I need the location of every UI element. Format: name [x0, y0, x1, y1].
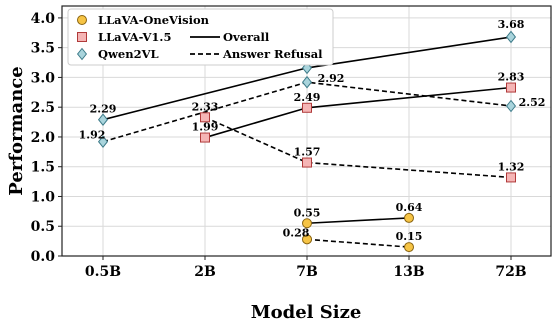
data-label: 2.92 [318, 72, 345, 85]
data-label: 0.28 [283, 226, 310, 239]
point-llava-onevision [302, 234, 312, 245]
point-llava-onevision [404, 212, 414, 223]
data-label: 0.15 [396, 230, 423, 243]
legend-label: Qwen2VL [98, 47, 159, 61]
y-axis-label: Performance [6, 66, 27, 195]
data-label: 2.29 [90, 103, 117, 116]
data-label: 1.32 [498, 160, 525, 173]
legend-marker-llava-onevision [77, 15, 87, 25]
y-tick-label: 4.0 [31, 11, 56, 27]
x-tick-label: 7B [296, 264, 318, 280]
axis-ticks: 0.0 0.5 1.0 1.5 2.0 2.5 3.0 3.5 4.0 0.5B 2B 7B 13B 72… [31, 11, 527, 280]
y-tick-label: 0.0 [31, 249, 56, 265]
legend-label: Overall [223, 30, 270, 44]
x-tick-label: 72B [495, 264, 526, 280]
point-llava-v1.5 [200, 112, 210, 123]
data-label: 2.49 [294, 91, 321, 104]
point-qwen2vl [301, 75, 313, 89]
point-llava-onevision [302, 218, 312, 229]
legend-marker-qwen2vl [76, 47, 88, 61]
series-markers [97, 30, 517, 253]
y-tick-label: 2.0 [31, 130, 56, 146]
legend-marker-llava-v1.5 [77, 32, 87, 42]
y-tick-label: 1.5 [31, 160, 55, 176]
data-label: 1.57 [294, 146, 321, 159]
point-llava-v1.5 [302, 102, 312, 113]
x-tick-label: 0.5B [85, 264, 121, 280]
overall-line-llava-onevision [306, 217, 410, 225]
legend-label: LLaVA-V1.5 [98, 30, 171, 44]
data-label: 1.99 [192, 121, 219, 134]
point-llava-onevision [404, 242, 414, 253]
legend-label: Answer Refusal [222, 47, 323, 61]
y-tick-label: 1.0 [31, 189, 56, 205]
y-tick-label: 3.0 [31, 70, 56, 86]
point-qwen2vl [97, 113, 109, 126]
refusal-line-llava-onevision [306, 238, 410, 248]
point-llava-v1.5 [506, 82, 516, 93]
data-label: 2.83 [498, 71, 525, 84]
point-qwen2vl [505, 99, 517, 113]
data-label: 0.55 [294, 206, 321, 219]
data-label: 2.33 [192, 100, 219, 113]
overall-line-llava-v1.5 [204, 86, 512, 139]
point-llava-v1.5 [302, 157, 312, 168]
point-qwen2vl [505, 30, 517, 44]
data-label: 0.64 [396, 201, 423, 214]
refusal-line-llava-v1.5 [204, 116, 512, 179]
x-tick-label: 2B [194, 264, 216, 280]
x-tick-label: 13B [393, 264, 424, 280]
legend-label: LLaVA-OneVision [98, 13, 210, 27]
data-label: 2.52 [519, 96, 546, 109]
point-llava-v1.5 [200, 132, 210, 143]
y-tick-label: 2.5 [31, 100, 55, 116]
point-qwen2vl [301, 61, 313, 75]
x-axis-label: Model Size [251, 302, 362, 323]
data-label: 1.92 [79, 129, 106, 142]
data-label: 3.68 [498, 18, 525, 31]
point-qwen2vl [97, 135, 109, 149]
y-tick-label: 3.5 [31, 41, 55, 57]
point-llava-v1.5 [506, 172, 516, 183]
y-tick-label: 0.5 [31, 219, 55, 235]
legend: LLaVA-OneVision LLaVA-V1.5 Qwen2VL Overall A… [67, 8, 334, 66]
